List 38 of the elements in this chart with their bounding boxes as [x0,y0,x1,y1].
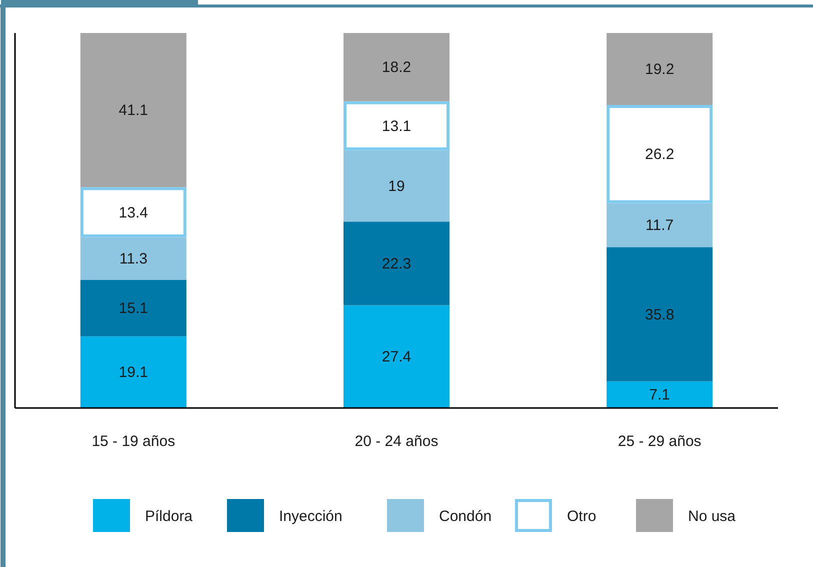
data-label: 13.4 [118,204,148,222]
data-label: 11.7 [646,217,674,234]
data-label: 15.1 [118,300,148,318]
data-label: 7.1 [649,386,670,404]
x-tick-label: 25 - 29 años [618,433,702,450]
bar [344,305,450,408]
data-label: 26.2 [645,146,674,164]
bar [606,33,713,105]
data-label: 35.8 [645,306,674,324]
data-label: 19 [388,178,405,195]
data-label: 11.3 [119,250,148,268]
bar [344,150,450,222]
bar [80,187,186,238]
data-label: 13.1 [382,118,412,135]
bar [80,33,186,188]
bar [80,237,186,280]
legend-label: Píldora [145,508,194,525]
bar [344,101,450,150]
legend-label: Condón [439,508,492,525]
bar [606,247,713,382]
legend-label: Inyección [279,508,342,525]
bar [344,222,450,306]
bar [606,105,713,204]
x-tick-label: 20 - 24 años [354,433,438,450]
data-label: 41.1 [118,102,148,120]
legend-label: No usa [688,508,736,525]
bar [80,336,186,408]
bar [344,33,450,102]
bar [80,280,186,336]
data-label: 19.1 [118,364,148,382]
data-label: 22.3 [382,255,412,272]
data-label: 18.2 [382,59,412,76]
x-tick-label: 15 - 19 años [92,433,176,450]
bar [606,203,713,248]
data-label: 19.2 [645,61,674,78]
data-label: 27.4 [382,348,412,366]
legend-label: Otro [567,508,596,525]
bar [606,381,713,408]
